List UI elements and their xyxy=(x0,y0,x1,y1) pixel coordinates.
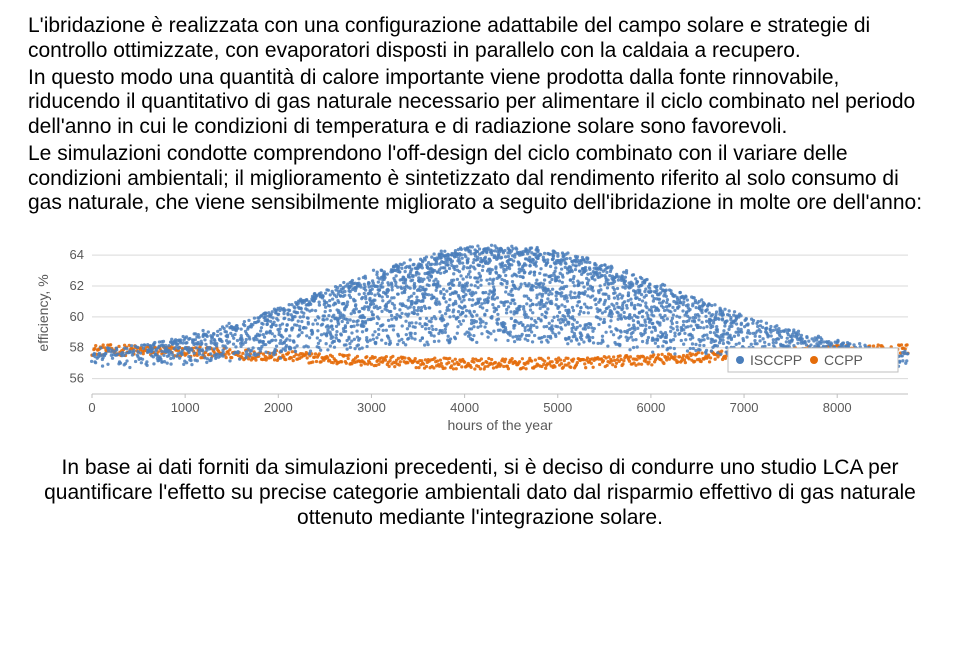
paragraph-4: In base ai dati forniti da simulazioni p… xyxy=(28,456,932,530)
paragraph-2: In questo modo una quantità di calore im… xyxy=(28,66,932,140)
svg-text:CCPP: CCPP xyxy=(824,352,863,368)
svg-text:3000: 3000 xyxy=(357,400,386,415)
x-axis-label: hours of the year xyxy=(447,417,552,433)
y-axis-label: efficiency, % xyxy=(35,274,51,351)
svg-text:2000: 2000 xyxy=(264,400,293,415)
svg-text:5000: 5000 xyxy=(543,400,572,415)
svg-text:58: 58 xyxy=(70,340,84,355)
paragraph-3: Le simulazioni condotte comprendono l'of… xyxy=(28,142,932,216)
paragraph-1: L'ibridazione è realizzata con una confi… xyxy=(28,14,932,64)
efficiency-scatter-chart: 56 58 60 62 64 0 1000 2000 3000 4000 5000 6000 7000 8… xyxy=(28,224,932,434)
svg-text:64: 64 xyxy=(70,247,84,262)
svg-text:8000: 8000 xyxy=(823,400,852,415)
chart-svg: 56 58 60 62 64 0 1000 2000 3000 4000 5000 6000 7000 8… xyxy=(28,224,928,434)
svg-text:60: 60 xyxy=(70,309,84,324)
svg-text:0: 0 xyxy=(88,400,95,415)
svg-text:56: 56 xyxy=(70,371,84,386)
svg-text:4000: 4000 xyxy=(450,400,479,415)
svg-text:6000: 6000 xyxy=(636,400,665,415)
svg-text:62: 62 xyxy=(70,278,84,293)
svg-text:ISCCPP: ISCCPP xyxy=(750,352,802,368)
svg-text:1000: 1000 xyxy=(171,400,200,415)
svg-text:7000: 7000 xyxy=(730,400,759,415)
